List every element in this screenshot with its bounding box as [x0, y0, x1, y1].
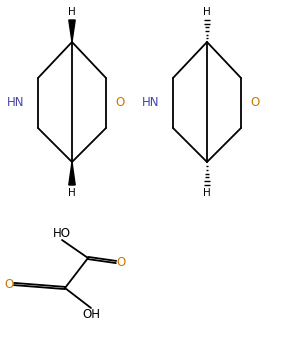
- Text: HN: HN: [142, 97, 160, 109]
- Polygon shape: [69, 20, 75, 42]
- Text: O: O: [250, 97, 260, 109]
- Text: H: H: [68, 188, 76, 198]
- Text: O: O: [5, 278, 14, 290]
- Text: HO: HO: [53, 227, 71, 240]
- Text: O: O: [115, 97, 125, 109]
- Polygon shape: [69, 162, 75, 185]
- Text: H: H: [68, 7, 76, 17]
- Text: H: H: [203, 188, 211, 198]
- Text: H: H: [203, 7, 211, 17]
- Text: HN: HN: [7, 97, 25, 109]
- Text: OH: OH: [82, 308, 100, 321]
- Text: O: O: [116, 256, 125, 269]
